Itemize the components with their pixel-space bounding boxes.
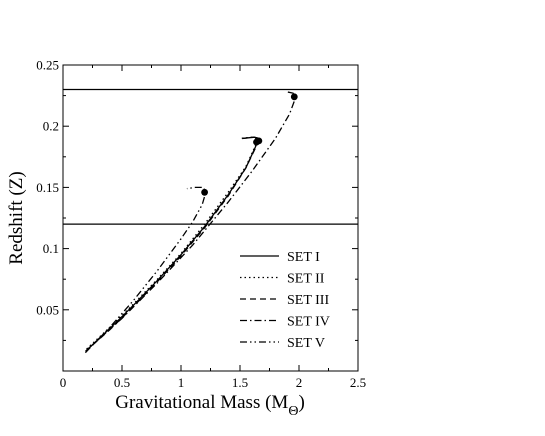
legend-label: SET I — [287, 250, 320, 265]
x-axis-label-main: Gravitational Mass (M — [115, 392, 288, 413]
legend-label: SET II — [287, 272, 325, 287]
legend-label: SET III — [287, 293, 329, 308]
legend-label: SET V — [287, 336, 325, 351]
x-axis-label-close: ) — [298, 392, 304, 413]
x-tick-label: 1.5 — [232, 375, 248, 390]
y-tick-label: 0.15 — [36, 180, 59, 195]
max-mass-point — [290, 93, 298, 101]
y-tick-label: 0.1 — [43, 241, 59, 256]
legend-label: SET IV — [287, 315, 330, 330]
y-axis-label: Redshift (Z) — [6, 171, 27, 264]
legend: SET I SET II SET III SET IV SET V — [240, 250, 330, 351]
series-line-set-v — [84, 186, 207, 354]
x-axis-label: Gravitational Mass (MΘ) — [115, 392, 305, 419]
x-axis-label-subscript: Θ — [288, 404, 298, 419]
x-tick-label: 0 — [60, 375, 67, 390]
max-mass-point — [255, 137, 263, 145]
reference-lines — [63, 88, 358, 225]
max-mass-point — [201, 188, 209, 196]
tick-labels: 0 0.5 1 1.5 2 2.5 0.05 0.1 0.15 0.2 0.25 — [36, 58, 366, 391]
series-line-set-iv — [86, 91, 297, 351]
y-tick-label: 0.05 — [36, 302, 59, 317]
series-line-set-i — [86, 136, 260, 351]
series-lines — [84, 91, 297, 354]
x-tick-label: 2.5 — [350, 375, 366, 390]
x-tick-label: 2 — [296, 375, 303, 390]
y-tick-label: 0.2 — [43, 119, 59, 134]
y-tick-label: 0.25 — [36, 58, 59, 73]
plot-frame — [62, 64, 359, 372]
series-line-set-iii — [84, 136, 262, 352]
maximum-mass-points — [201, 93, 298, 196]
x-tick-label: 0.5 — [114, 375, 130, 390]
x-tick-label: 1 — [178, 375, 185, 390]
series-line-set-ii — [86, 136, 259, 350]
